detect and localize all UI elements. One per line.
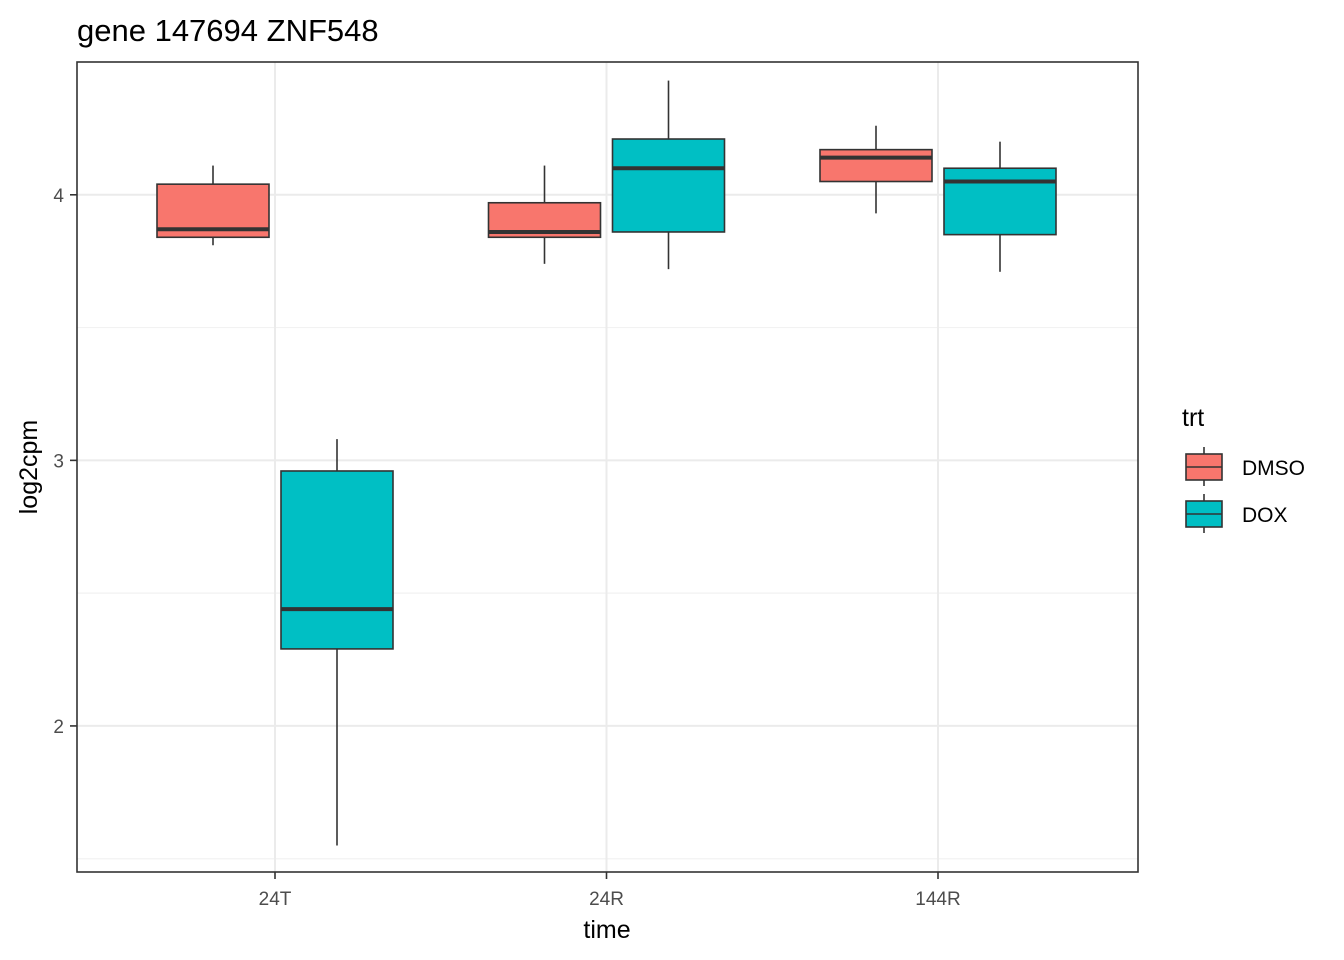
x-axis-title: time — [583, 916, 630, 944]
y-axis-title: log2cpm — [15, 420, 43, 515]
x-tick-label: 144R — [915, 889, 960, 910]
chart-title: gene 147694 ZNF548 — [77, 13, 379, 48]
legend: trt DMSO DOX — [1182, 404, 1305, 533]
box-body — [611, 138, 726, 233]
y-tick-label: 4 — [53, 186, 64, 207]
box-body — [943, 167, 1057, 236]
plot-area: 2 3 4 24T 24R 144R — [53, 61, 1139, 910]
box-body — [280, 470, 394, 650]
legend-entry-dmso: DMSO — [1185, 447, 1305, 486]
x-tick-label: 24R — [589, 889, 624, 910]
panel-border — [76, 61, 1139, 873]
legend-label: DMSO — [1242, 457, 1305, 480]
legend-entry-dox: DOX — [1185, 494, 1288, 533]
box-body — [819, 148, 933, 183]
legend-label: DOX — [1242, 504, 1288, 527]
box-dmso-144r — [819, 125, 933, 214]
box-dox-144r — [943, 141, 1057, 272]
box-dmso-24t — [156, 165, 270, 246]
y-tick-label: 2 — [53, 717, 64, 738]
box-dmso-24r — [487, 165, 602, 264]
x-tick-label: 24T — [259, 889, 292, 910]
box-dox-24r — [611, 80, 726, 270]
y-tick-label: 3 — [53, 451, 64, 472]
box-dox-24t — [280, 439, 394, 846]
legend-title: trt — [1182, 404, 1204, 432]
